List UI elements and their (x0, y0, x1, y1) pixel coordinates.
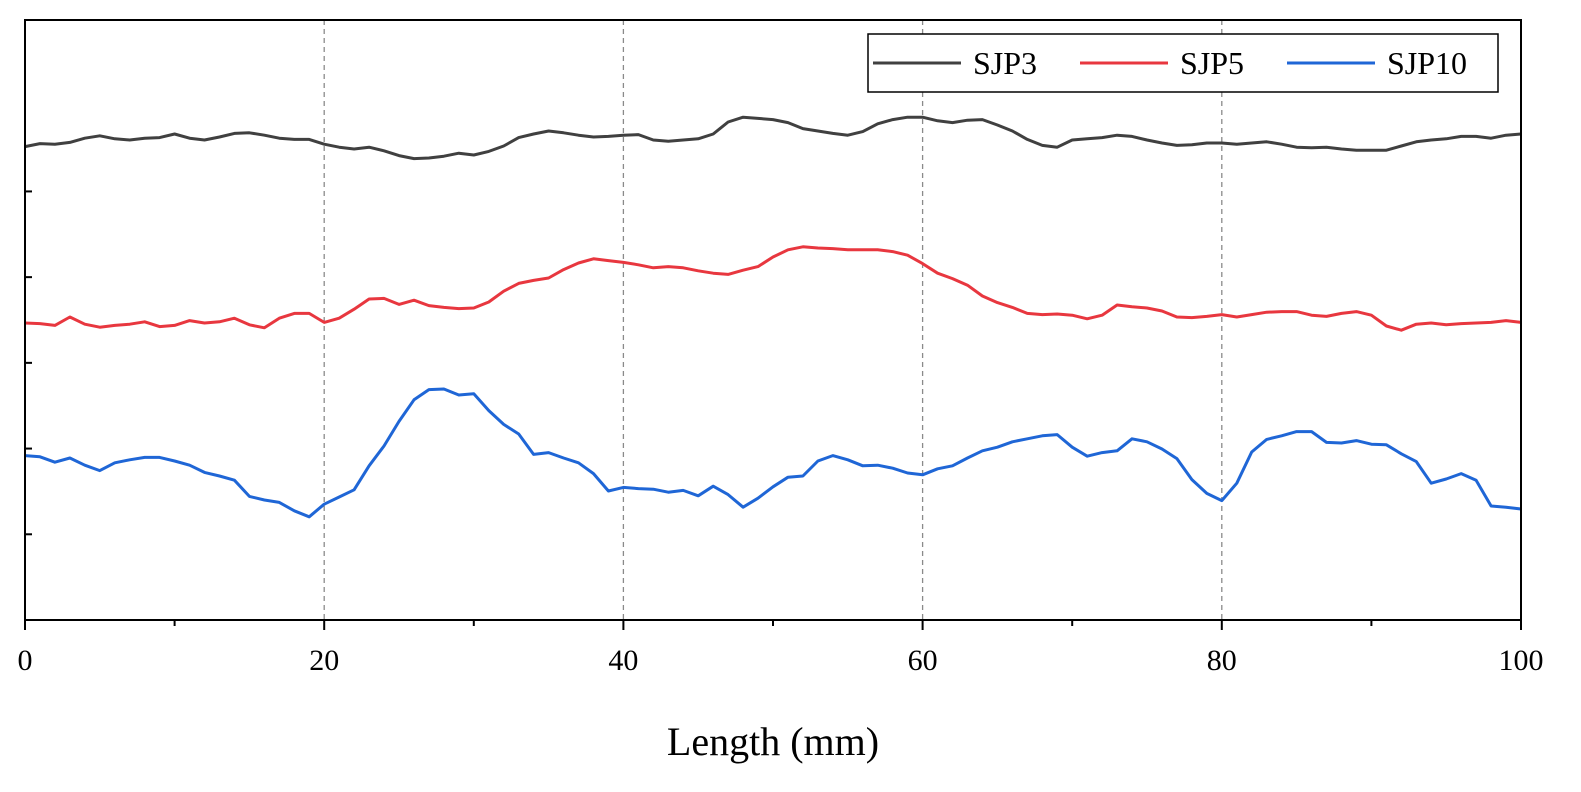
x-tick-label-40: 40 (608, 644, 638, 677)
series-line-sjp5 (24, 245, 1522, 332)
x-tick-label-60: 60 (908, 644, 938, 677)
y-axis-ticks (25, 190, 32, 536)
x-tick-label-80: 80 (1207, 644, 1237, 677)
plot-lines (24, 115, 1522, 519)
series-line-sjp10 (24, 387, 1522, 519)
x-tick-label-0: 0 (18, 644, 33, 677)
x-axis-tick-labels: 0 20 40 60 80 100 (18, 644, 1544, 677)
legend-label-sjp10: SJP10 (1387, 45, 1467, 81)
x-tick-label-100: 100 (1499, 644, 1544, 677)
legend-label-sjp5: SJP5 (1180, 45, 1244, 81)
x-axis-title: Length (mm) (667, 719, 879, 764)
legend-box (867, 33, 1499, 93)
legend: SJP3 SJP5 SJP10 (867, 33, 1499, 93)
x-axis-ticks (24, 620, 1522, 630)
series-line-sjp3 (24, 115, 1522, 161)
legend-label-sjp3: SJP3 (973, 45, 1037, 81)
x-tick-label-20: 20 (309, 644, 339, 677)
grid-lines (323, 20, 1223, 620)
